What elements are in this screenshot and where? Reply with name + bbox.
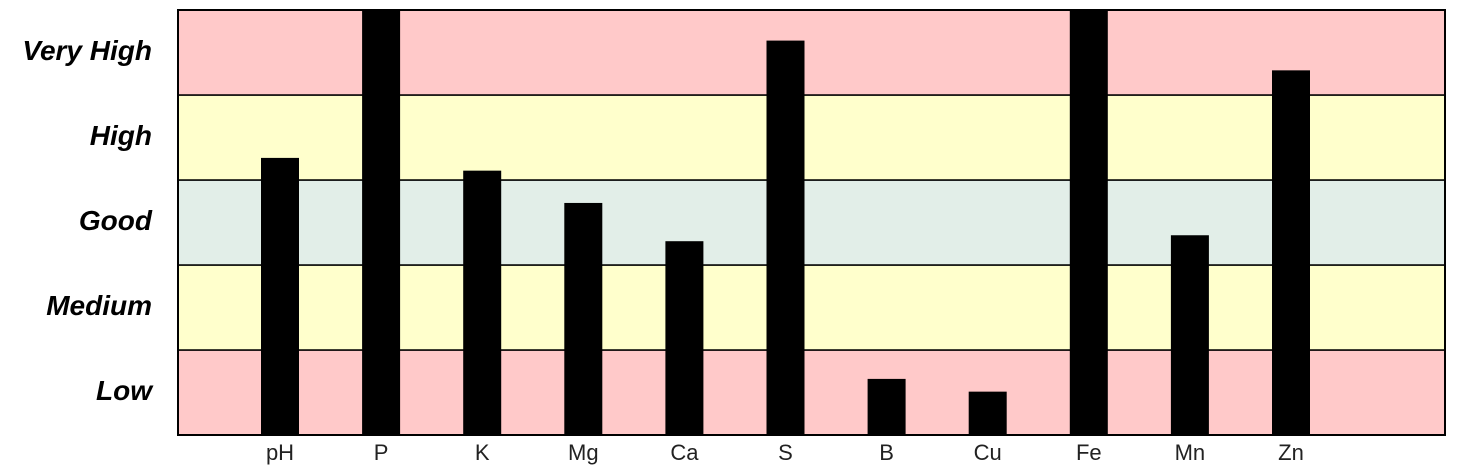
bar <box>1069 10 1108 435</box>
band-label: Low <box>96 375 154 406</box>
bar <box>968 391 1007 435</box>
band-label: Very High <box>22 35 152 66</box>
x-tick-label: P <box>374 440 389 465</box>
x-tick-label: Zn <box>1278 440 1304 465</box>
bar <box>564 202 603 435</box>
x-tick-label: Mg <box>568 440 599 465</box>
bar <box>261 157 299 435</box>
x-tick-label: pH <box>266 440 294 465</box>
x-tick-label: Mn <box>1175 440 1206 465</box>
band-label: High <box>90 120 152 151</box>
x-tick-label: K <box>475 440 490 465</box>
bar <box>1272 70 1310 435</box>
x-tick-label: Fe <box>1076 440 1102 465</box>
band-label: Good <box>79 205 153 236</box>
bar <box>1170 235 1209 435</box>
x-tick-label: B <box>879 440 894 465</box>
bar <box>665 241 704 435</box>
band-label: Medium <box>46 290 152 321</box>
bar <box>766 40 805 435</box>
bar <box>362 10 401 435</box>
plot-frame <box>177 9 1446 436</box>
bar <box>463 170 502 435</box>
x-tick-label: Ca <box>670 440 699 465</box>
x-tick-label: Cu <box>974 440 1002 465</box>
bar <box>867 378 906 435</box>
x-tick-label: S <box>778 440 793 465</box>
